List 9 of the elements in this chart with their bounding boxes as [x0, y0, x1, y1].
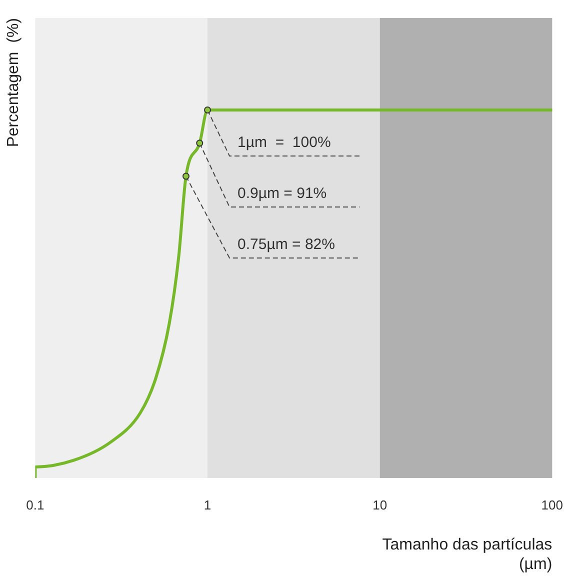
annotation: 0.9µm = 91% [238, 185, 327, 202]
x-tick-label: 1 [204, 497, 212, 512]
annotation: 0.75µm = 82% [238, 236, 335, 253]
x-tick-label: 10 [372, 497, 388, 512]
x-tick-label: 100 [541, 497, 564, 512]
x-axis-title: Tamanho das partículas (µm) [382, 536, 552, 573]
y-axis-title: Percentagem (%) [5, 18, 22, 147]
annotation: 1µm = 100% [238, 134, 331, 151]
x-tick-label: 0.1 [26, 497, 44, 512]
